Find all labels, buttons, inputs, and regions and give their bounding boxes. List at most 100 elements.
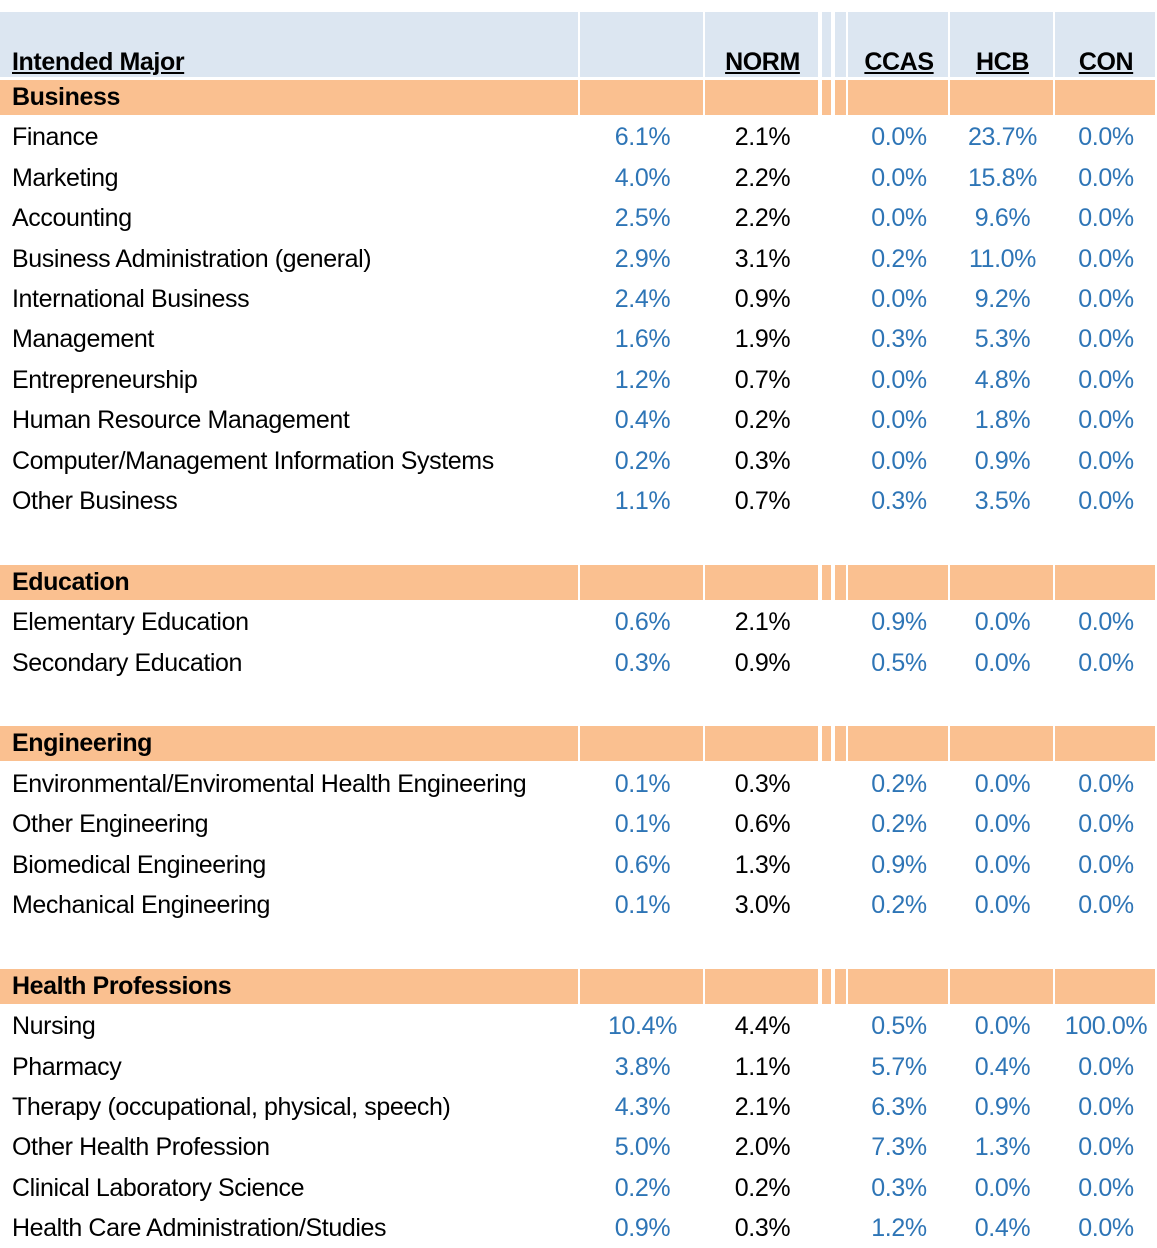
- value: 0.4%: [974, 1214, 1031, 1243]
- value: 0.0%: [871, 123, 927, 152]
- value: 0.0%: [974, 608, 1031, 637]
- value: 0.0%: [974, 810, 1031, 839]
- value: 0.1%: [614, 891, 671, 919]
- section-title: Education: [12, 567, 130, 596]
- value: 6.1%: [614, 123, 671, 152]
- value: 0.3%: [871, 487, 927, 515]
- value: 0.2%: [871, 244, 927, 273]
- value: 0.3%: [614, 648, 671, 677]
- row-label: Elementary Education: [12, 608, 249, 637]
- section-bar: [822, 564, 831, 600]
- value: 0.0%: [974, 1012, 1031, 1041]
- value: 1.8%: [974, 406, 1031, 435]
- section-bar: [822, 726, 831, 762]
- value: 0.0%: [974, 648, 1031, 677]
- section-bar: [705, 80, 818, 115]
- value: 0.0%: [974, 769, 1031, 798]
- value: 4.4%: [734, 1012, 791, 1041]
- header-cell: [835, 12, 846, 77]
- value: 0.2%: [614, 1173, 671, 1202]
- row-label: Marketing: [12, 163, 119, 192]
- value: 0.7%: [734, 487, 791, 515]
- value: 0.1%: [614, 810, 671, 839]
- row-label: Other Business: [12, 487, 178, 515]
- section-bar: [848, 80, 948, 115]
- value: 0.0%: [974, 850, 1031, 879]
- row-label: Other Health Profession: [12, 1133, 270, 1162]
- header-cell: [822, 12, 831, 77]
- value: 0.0%: [871, 446, 927, 475]
- value: 0.3%: [871, 325, 927, 354]
- value: 2.9%: [614, 244, 671, 273]
- value: 0.2%: [871, 891, 927, 919]
- value: 0.0%: [1078, 608, 1134, 637]
- section-bar: [0, 968, 578, 1004]
- value: 0.0%: [871, 204, 927, 233]
- value: 1.6%: [614, 325, 671, 354]
- value: 0.9%: [871, 608, 927, 637]
- value: 2.1%: [734, 1093, 791, 1121]
- value: 0.0%: [1078, 891, 1134, 919]
- header-cell: [1055, 12, 1155, 77]
- value: 0.0%: [1078, 1093, 1134, 1121]
- value: 0.0%: [1078, 365, 1134, 394]
- value: 0.0%: [871, 163, 927, 192]
- row-label: Human Resource Management: [12, 406, 350, 435]
- header-cell: [848, 12, 948, 77]
- value: 0.5%: [871, 1012, 927, 1041]
- value: 2.4%: [614, 285, 671, 313]
- value: 15.8%: [968, 163, 1037, 192]
- row-label: Computer/Management Information Systems: [12, 446, 494, 475]
- section-title: Health Professions: [12, 971, 232, 1000]
- value: 6.3%: [871, 1093, 927, 1121]
- value: 0.4%: [614, 406, 671, 435]
- value: 2.1%: [734, 608, 791, 637]
- value: 5.3%: [974, 325, 1031, 354]
- value: 0.0%: [1078, 204, 1134, 233]
- value: 1.3%: [974, 1133, 1031, 1162]
- value: 0.0%: [1078, 325, 1134, 354]
- value: 2.0%: [734, 1133, 791, 1162]
- section-bar: [705, 564, 818, 600]
- value: 4.8%: [974, 365, 1031, 394]
- row-label: Mechanical Engineering: [12, 891, 271, 919]
- section-bar: [580, 968, 703, 1004]
- value: 0.0%: [1078, 123, 1134, 152]
- value: 3.0%: [734, 891, 791, 919]
- section-bar: [0, 726, 578, 762]
- value: 23.7%: [968, 123, 1037, 152]
- value: 1.9%: [734, 325, 791, 354]
- value: 9.6%: [974, 204, 1031, 233]
- header-cell: [0, 12, 578, 77]
- header-label: Intended Major: [12, 48, 185, 76]
- row-label: Other Engineering: [12, 810, 209, 839]
- section-bar: [835, 726, 846, 762]
- value: 0.9%: [974, 446, 1031, 475]
- row-label: Biomedical Engineering: [12, 850, 266, 879]
- row-label: Environmental/Enviromental Health Engine…: [12, 769, 527, 798]
- row-label: Business Administration (general): [12, 244, 372, 273]
- section-bar: [1055, 564, 1155, 600]
- section-bar: [848, 564, 948, 600]
- value: 1.1%: [614, 487, 671, 515]
- value: 0.0%: [1078, 163, 1134, 192]
- section-bar: [580, 80, 703, 115]
- value: 0.0%: [871, 406, 927, 435]
- section-bar: [835, 564, 846, 600]
- value: 7.3%: [871, 1133, 927, 1162]
- section-bar: [835, 968, 846, 1004]
- value: 4.0%: [614, 163, 671, 192]
- value: 9.2%: [974, 285, 1031, 313]
- value: 0.6%: [614, 850, 671, 879]
- value: 11.0%: [968, 244, 1037, 273]
- value: 5.7%: [871, 1052, 927, 1081]
- section-bar: [848, 726, 948, 762]
- value: 0.0%: [1078, 406, 1134, 435]
- section-bar: [1055, 968, 1155, 1004]
- value: 0.9%: [734, 648, 791, 677]
- value: 0.0%: [1078, 1133, 1134, 1162]
- value: 0.7%: [734, 365, 791, 394]
- value: 0.0%: [974, 891, 1031, 919]
- section-bar: [1055, 80, 1155, 115]
